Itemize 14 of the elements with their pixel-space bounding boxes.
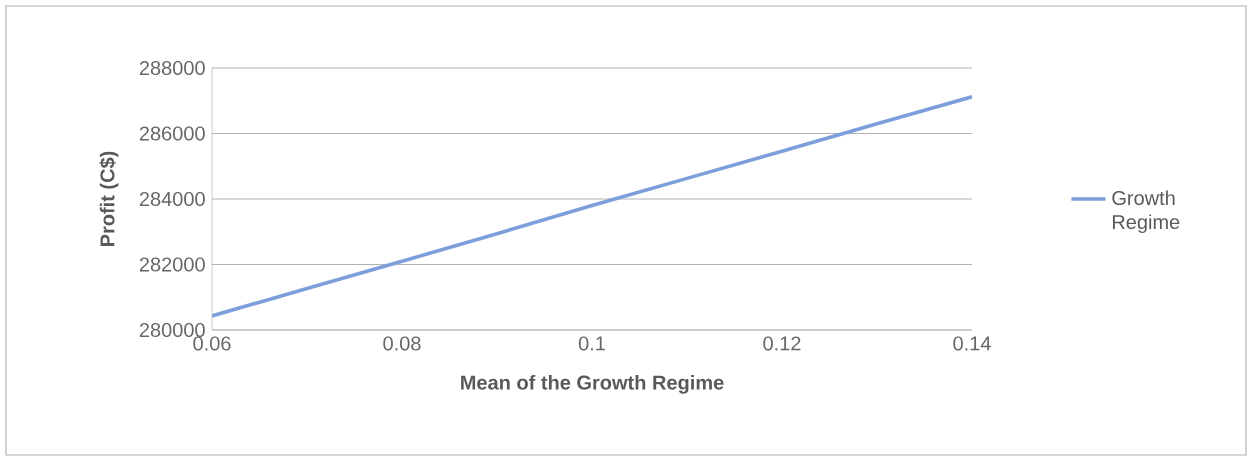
- y-tick-label: 284000: [139, 191, 205, 207]
- x-tick-label: 0.06: [193, 336, 231, 351]
- y-tick-label: 282000: [139, 257, 205, 272]
- y-tick-label: 286000: [139, 126, 205, 141]
- y-tick-label: 280000: [139, 322, 205, 338]
- legend-label: Growth Regime: [1112, 190, 1180, 234]
- x-axis-title: Mean of the Growth Regime: [461, 374, 724, 394]
- x-tick-label: 0.14: [953, 336, 991, 351]
- y-tick-label: 288000: [139, 60, 205, 76]
- x-tick-label: 0.12: [763, 336, 801, 351]
- y-axis-title: Profit (C$): [99, 151, 119, 246]
- line-series: [212, 95, 972, 318]
- x-tick-label: 0.08: [383, 336, 421, 351]
- x-tick-label: 0.1: [578, 336, 605, 351]
